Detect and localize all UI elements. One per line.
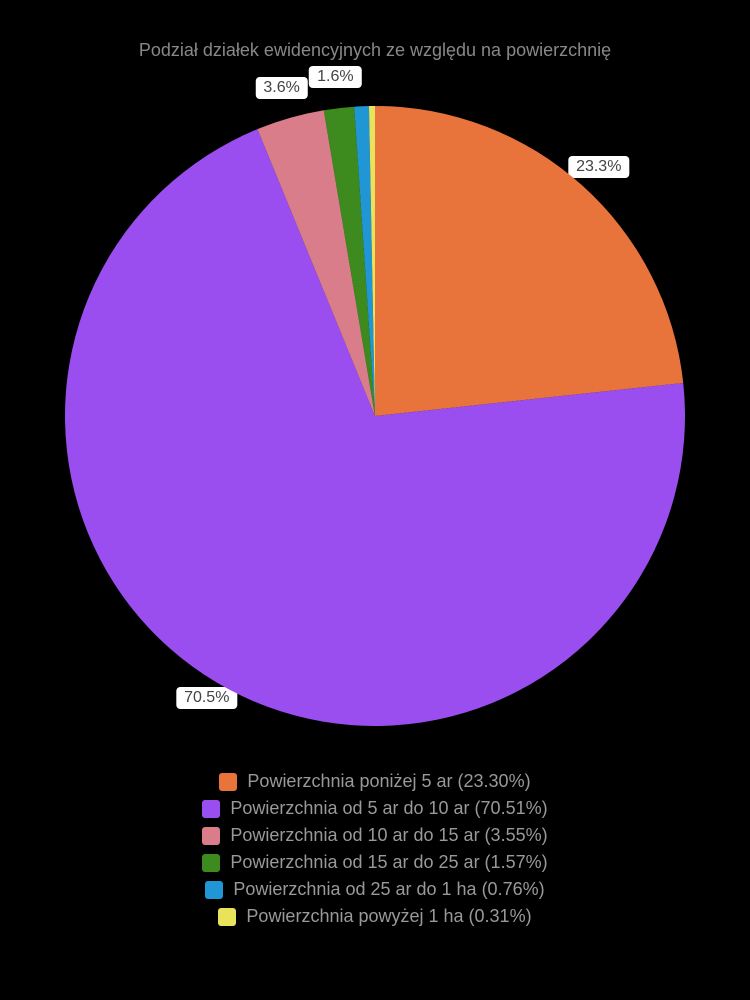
chart-container: Podział działek ewidencyjnych ze względu… — [0, 0, 750, 1000]
legend-swatch — [202, 854, 220, 872]
legend-item: Powierzchnia poniżej 5 ar (23.30%) — [219, 771, 530, 792]
legend-swatch — [202, 800, 220, 818]
legend-label: Powierzchnia od 10 ar do 15 ar (3.55%) — [230, 825, 547, 846]
slice-percent-label: 1.6% — [309, 66, 361, 88]
legend-label: Powierzchnia od 15 ar do 25 ar (1.57%) — [230, 852, 547, 873]
legend: Powierzchnia poniżej 5 ar (23.30%) Powier… — [20, 771, 730, 927]
chart-title: Podział działek ewidencyjnych ze względu… — [20, 40, 730, 61]
pie-slice — [375, 106, 683, 416]
legend-swatch — [202, 827, 220, 845]
legend-item: Powierzchnia od 25 ar do 1 ha (0.76%) — [205, 879, 544, 900]
legend-swatch — [219, 773, 237, 791]
legend-label: Powierzchnia poniżej 5 ar (23.30%) — [247, 771, 530, 792]
legend-item: Powierzchnia od 10 ar do 15 ar (3.55%) — [202, 825, 547, 846]
legend-label: Powierzchnia od 5 ar do 10 ar (70.51%) — [230, 798, 547, 819]
legend-label: Powierzchnia powyżej 1 ha (0.31%) — [246, 906, 531, 927]
pie-chart: 23.3%70.5%3.6%1.6% — [50, 91, 700, 741]
legend-swatch — [205, 881, 223, 899]
legend-item: Powierzchnia powyżej 1 ha (0.31%) — [218, 906, 531, 927]
legend-item: Powierzchnia od 15 ar do 25 ar (1.57%) — [202, 852, 547, 873]
legend-label: Powierzchnia od 25 ar do 1 ha (0.76%) — [233, 879, 544, 900]
legend-swatch — [218, 908, 236, 926]
legend-item: Powierzchnia od 5 ar do 10 ar (70.51%) — [202, 798, 547, 819]
